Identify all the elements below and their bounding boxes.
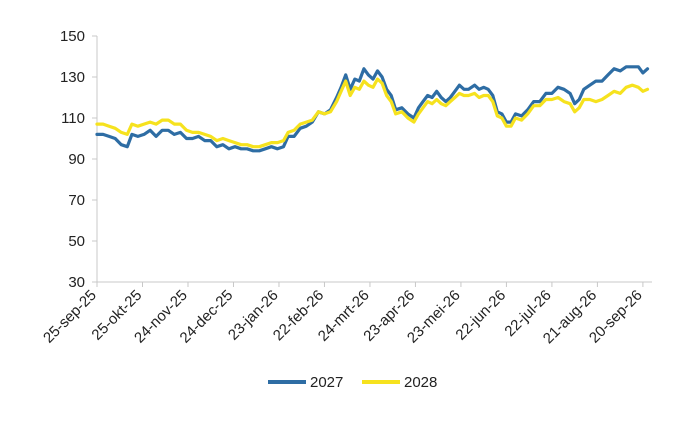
x-tick-label: 22-jun-26 [452, 287, 509, 344]
x-tick-label: 25-sep-25 [40, 287, 100, 347]
y-tick-label: 30 [68, 274, 85, 291]
y-tick-label: 70 [68, 192, 85, 209]
y-tick-label: 90 [68, 151, 85, 168]
legend-label-2027: 2027 [310, 374, 343, 391]
y-tick-label: 150 [60, 28, 85, 45]
chart-series [95, 65, 650, 153]
y-tick-label: 130 [60, 69, 85, 86]
series-line-2027 [95, 65, 650, 153]
legend-label-2028: 2028 [404, 374, 437, 391]
y-tick-label: 50 [68, 233, 85, 250]
chart-legend: 2027 2028 [268, 374, 437, 391]
y-tick-label: 110 [61, 110, 85, 127]
series-line-2028 [95, 77, 650, 149]
